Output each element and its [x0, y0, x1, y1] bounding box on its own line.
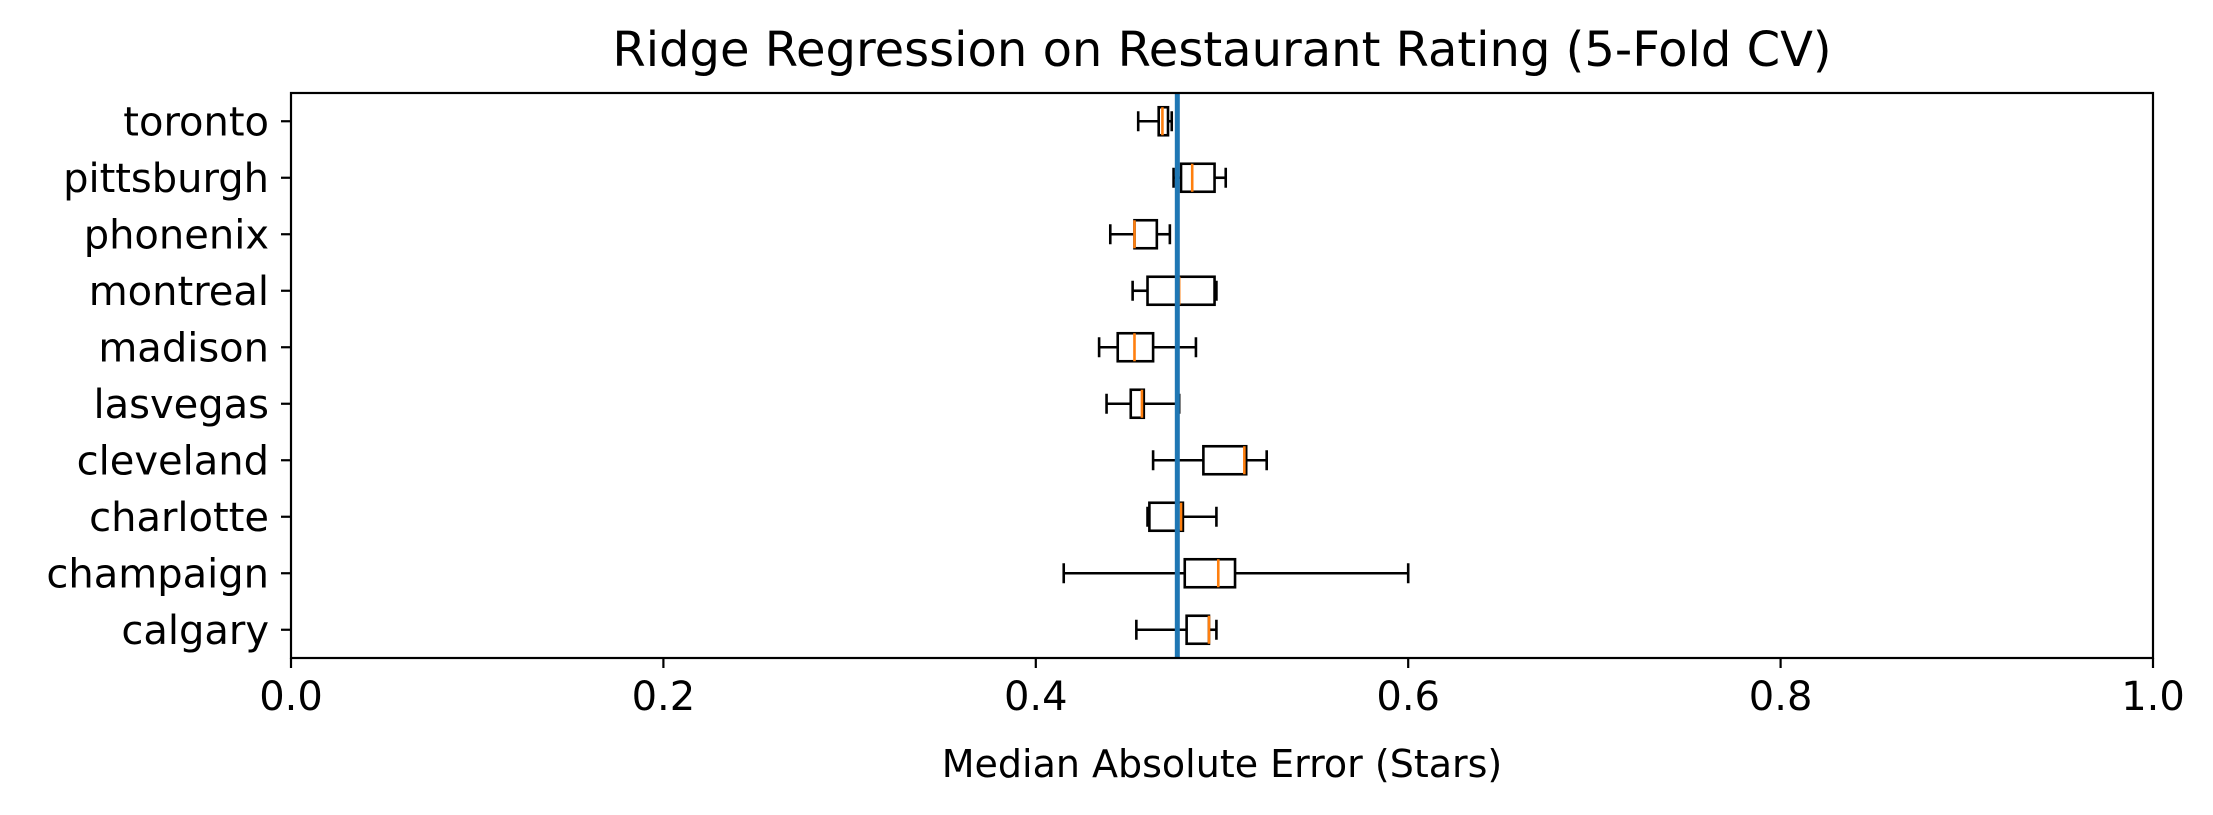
boxplot-charlotte: [1146, 501, 1218, 533]
y-tick-label: phonenix: [84, 212, 269, 258]
y-tick-label: pittsburgh: [63, 156, 269, 202]
y-tick-label: madison: [98, 325, 269, 371]
y-tick-label: montreal: [89, 269, 269, 315]
boxplot-phonenix: [1108, 218, 1172, 250]
boxplot-champaign: [1062, 557, 1410, 589]
y-tick-label: charlotte: [89, 495, 269, 541]
boxplot-madison: [1097, 331, 1198, 363]
plot-frame: [289, 91, 2155, 660]
plot-elements: 0.0 0.2 0.4 0.6 0.8 1.0 toronto pittsburgh phone…: [46, 91, 2185, 720]
iqr-box: [1133, 218, 1159, 250]
x-axis-label: Median Absolute Error (Stars): [942, 742, 1503, 786]
boxplot-pittsburgh: [1172, 162, 1228, 194]
boxplot-lasvegas: [1105, 388, 1181, 420]
chart-title: Ridge Regression on Restaurant Rating (5…: [612, 22, 1831, 78]
iqr-box: [1183, 557, 1237, 589]
iqr-box: [1146, 275, 1216, 307]
iqr-box: [1129, 388, 1146, 420]
boxplot-cleveland: [1151, 444, 1268, 476]
y-tick-label: champaign: [46, 551, 269, 597]
x-tick-label: 0.4: [1004, 674, 1068, 720]
iqr-box: [1179, 162, 1216, 194]
x-tick-label: 0.8: [1749, 674, 1813, 720]
iqr-box: [1202, 444, 1248, 476]
y-tick-label: lasvegas: [94, 382, 270, 428]
x-tick-label: 0.0: [259, 674, 323, 720]
x-tick-label: 0.2: [632, 674, 696, 720]
x-tick-label: 0.6: [1376, 674, 1440, 720]
boxplot-montreal: [1131, 275, 1218, 307]
x-tick-label: 1.0: [2121, 674, 2185, 720]
boxplot-calgary: [1135, 614, 1218, 646]
iqr-box: [1148, 501, 1185, 533]
iqr-box: [1185, 614, 1211, 646]
boxplot-toronto: [1136, 105, 1174, 137]
y-tick-label: cleveland: [77, 438, 269, 484]
y-tick-label: toronto: [123, 99, 269, 145]
y-tick-label: calgary: [121, 608, 269, 654]
